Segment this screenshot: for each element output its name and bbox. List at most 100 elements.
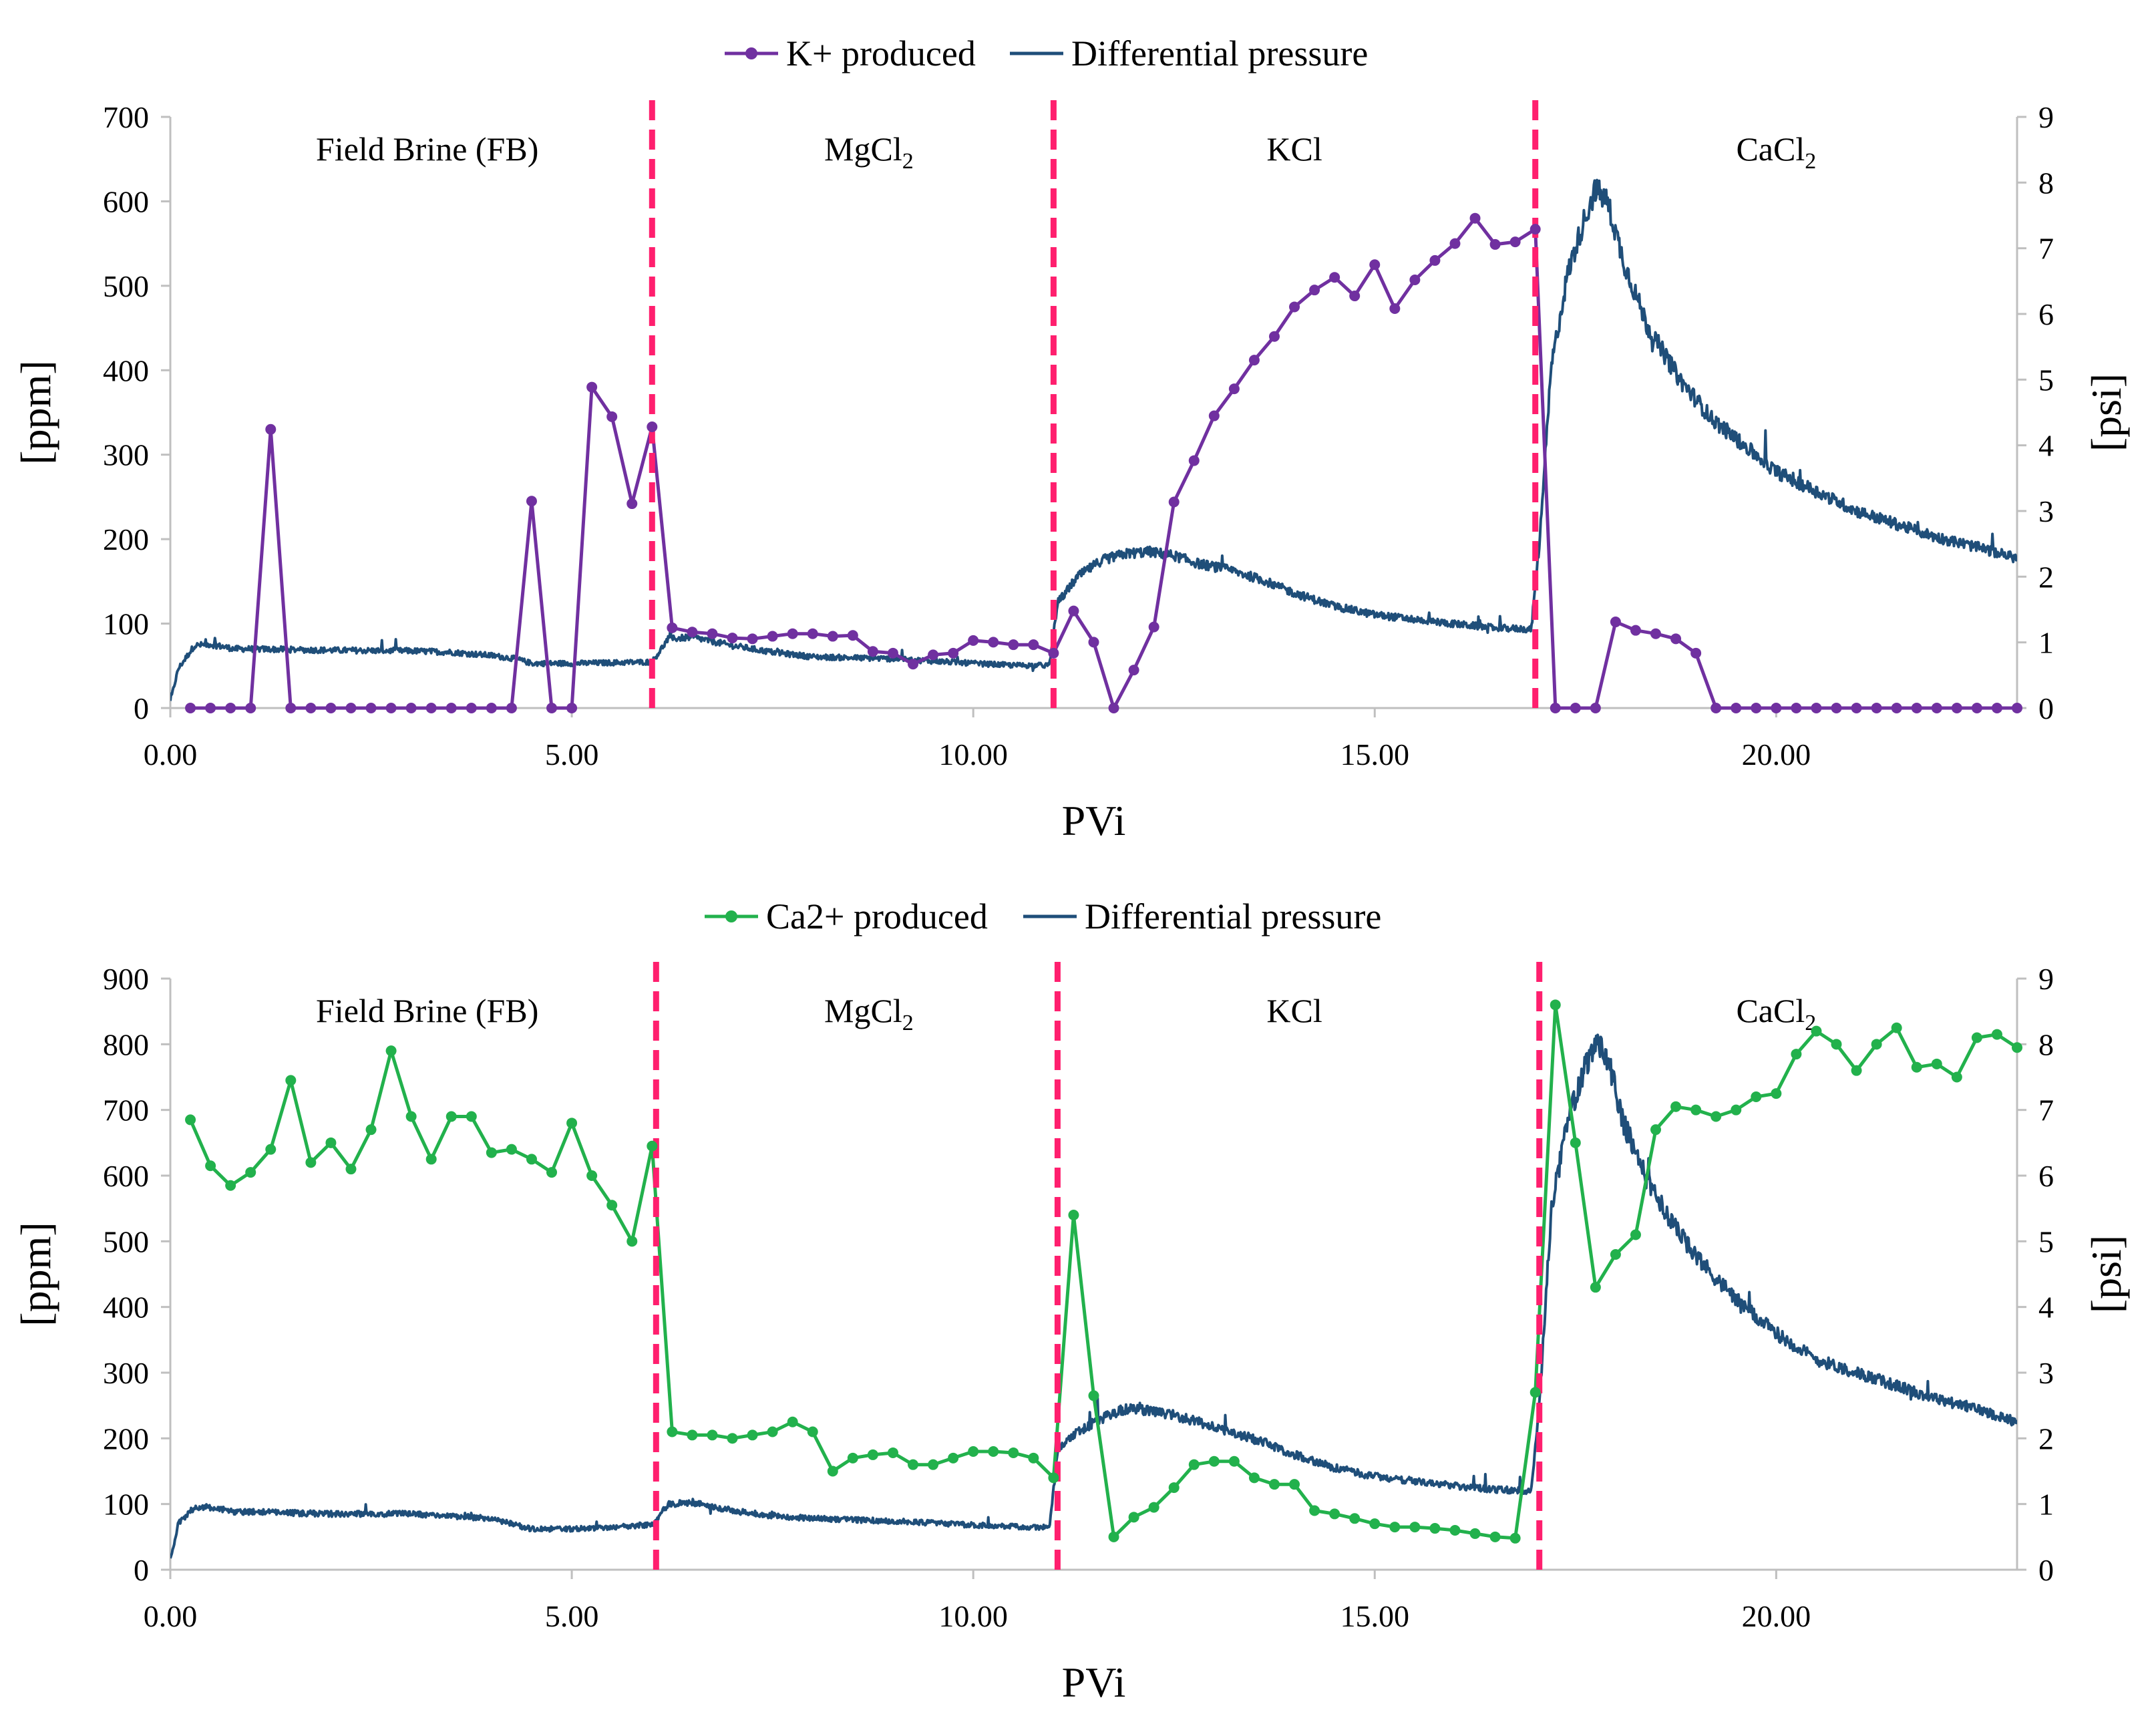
data-point (586, 1170, 598, 1181)
data-point (305, 1157, 317, 1168)
data-point (466, 1111, 477, 1122)
data-point (948, 1452, 959, 1464)
zone-label: CaCl2 (1736, 992, 1816, 1035)
data-point (1068, 605, 1079, 617)
data-point (647, 1140, 658, 1152)
data-point (1028, 1452, 1039, 1464)
y2-tick-label: 2 (2038, 1421, 2054, 1456)
data-point (1650, 1124, 1662, 1136)
zone-label: MgCl2 (824, 992, 914, 1035)
data-point (1289, 301, 1300, 313)
data-point (205, 703, 216, 713)
data-point (305, 703, 317, 713)
data-point (1309, 1505, 1320, 1516)
data-point (626, 1236, 638, 1247)
data-point (1590, 703, 1601, 713)
data-point (1309, 285, 1320, 296)
y2-tick-label: 0 (2038, 1553, 2054, 1587)
data-point (1630, 1229, 1641, 1240)
data-point (1811, 1025, 1822, 1037)
data-point (2012, 703, 2022, 713)
data-point (1509, 1532, 1521, 1544)
zone-label-subscript: 2 (902, 149, 914, 174)
y-tick-label: 300 (103, 438, 149, 472)
legend-label-ion: Ca2+ produced (766, 896, 988, 936)
data-point (1791, 703, 1802, 713)
data-point (1188, 1459, 1200, 1470)
data-point (566, 703, 578, 713)
data-point (1469, 1528, 1481, 1539)
data-point (908, 659, 919, 670)
data-point (1168, 1482, 1180, 1494)
data-point (1711, 1111, 1722, 1122)
data-point (1369, 1518, 1381, 1530)
data-point (847, 1452, 858, 1464)
data-point (707, 628, 718, 639)
data-point (1971, 703, 1982, 713)
data-point (365, 703, 377, 713)
chart-top: 0 100 200 300 400 500 600 700 0 1 2 3 4 5 6 7 8 9 0.00 5.00… (12, 33, 2130, 844)
data-point (727, 633, 738, 644)
data-point (747, 633, 758, 645)
data-point (245, 703, 256, 713)
data-point (1088, 1390, 1099, 1401)
data-point (1971, 1032, 1982, 1043)
x-tick-label: 10.00 (938, 737, 1008, 772)
data-point (1248, 1472, 1260, 1484)
x-tick-label: 20.00 (1742, 737, 1811, 772)
zone-label-subscript: 2 (1805, 149, 1816, 174)
data-point (1449, 1525, 1461, 1536)
y2-tick-label: 9 (2038, 962, 2054, 996)
data-point (506, 703, 517, 713)
data-point (1530, 224, 1541, 235)
data-point (385, 703, 397, 713)
data-point (1048, 1472, 1059, 1484)
x-tick-label: 0.00 (144, 737, 198, 772)
data-point (1771, 1088, 1782, 1099)
data-point (445, 703, 457, 713)
data-point (767, 631, 778, 642)
data-point (586, 381, 598, 393)
data-point (968, 1446, 979, 1457)
data-point (1068, 1210, 1079, 1220)
y-tick-label: 100 (103, 1488, 149, 1522)
data-point (1128, 665, 1139, 676)
y-axis-label: [ppm] (12, 360, 59, 464)
data-point (908, 1459, 919, 1470)
chart-bottom: 0 100 200 300 400 500 600 700 800 900 0 1 2 3 4 5 6 7 8 9 0.… (12, 896, 2130, 1706)
zone-label-text: MgCl (824, 992, 902, 1029)
y2-tick-label: 9 (2038, 100, 2054, 134)
zone-label: KCl (1266, 130, 1322, 168)
data-point (807, 1426, 818, 1437)
data-point (1931, 703, 1942, 713)
data-point (1911, 703, 1922, 713)
data-point (1108, 703, 1119, 713)
data-point (225, 1180, 236, 1191)
data-point (1208, 1456, 1220, 1467)
data-point (887, 1447, 898, 1458)
data-point (526, 496, 537, 507)
data-point (1891, 1022, 1902, 1033)
data-point (405, 703, 417, 713)
data-point (1831, 1039, 1842, 1050)
y2-tick-label: 6 (2038, 297, 2054, 331)
x-axis-label: PVi (1062, 1659, 1126, 1706)
zone-label: MgCl2 (824, 130, 914, 174)
data-point (827, 1466, 838, 1477)
data-point (1731, 1104, 1742, 1116)
data-point (827, 631, 838, 642)
data-point (1228, 383, 1240, 395)
y2-tick-label: 3 (2038, 494, 2054, 528)
data-point (867, 646, 878, 657)
data-point (847, 630, 858, 641)
data-point (566, 1118, 578, 1129)
data-point (1871, 703, 1882, 713)
zone-label-text: KCl (1266, 130, 1322, 168)
x-tick-label: 15.00 (1340, 737, 1410, 772)
data-point (1570, 1137, 1581, 1148)
data-point (225, 703, 236, 713)
zone-label: CaCl2 (1736, 130, 1816, 174)
data-point (968, 635, 979, 646)
data-point (1108, 1531, 1119, 1542)
data-point (265, 423, 277, 435)
